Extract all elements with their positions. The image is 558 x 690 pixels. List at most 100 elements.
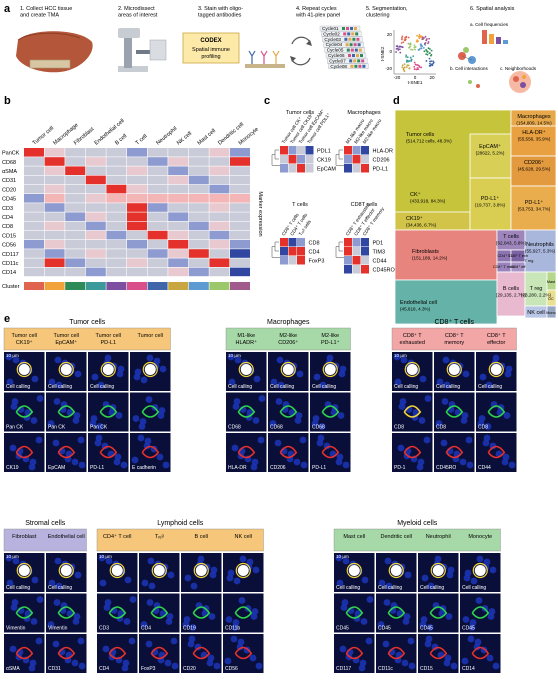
heatmap-cell — [24, 184, 44, 194]
heatmap-cell — [209, 267, 230, 277]
heatmap-cell — [106, 249, 127, 258]
cluster-swatch — [147, 282, 168, 290]
heatmap-cell — [106, 212, 127, 221]
tsne-point — [423, 37, 425, 39]
tsne-point — [400, 45, 402, 48]
panel-a: a 1. Collect HCC tissue and create TMA 2. … — [4, 3, 537, 93]
heatmap-cell — [127, 194, 147, 203]
subcluster-title: Tumor cells — [286, 110, 314, 116]
subcluster-row: CK19 — [317, 158, 331, 164]
tsne-x-label: t-SNE1 — [408, 80, 423, 85]
treemap-tile — [510, 155, 557, 187]
heatmap-cell — [188, 157, 209, 166]
subcluster-cell — [280, 256, 288, 265]
treemap-label: B cells — [503, 286, 519, 292]
stain-label: Cell calling — [462, 585, 486, 591]
stain-label: Cell calling — [378, 585, 402, 591]
subcluster-cell — [305, 155, 314, 164]
row-label: CD14 — [2, 270, 16, 276]
heatmap-column-labels: Tumor cellMacrophageFibroblastEndothelia… — [32, 118, 260, 146]
subcluster-cell — [361, 256, 369, 265]
subcluster-cell — [361, 238, 369, 247]
heatmap-cell — [127, 148, 147, 157]
subcluster-cell — [288, 155, 297, 164]
column-header: B cell — [195, 534, 208, 540]
tsne-point — [411, 48, 414, 51]
subcluster-row: HLA-DR — [373, 149, 394, 155]
codex-line3: profiling — [201, 54, 220, 60]
spatial-a: a. Cell frequencies — [470, 22, 509, 27]
stain-label: Pan CK — [90, 425, 108, 431]
heatmap-cell — [209, 148, 230, 157]
treemap-sublabel: (433,918, 84.3%) — [410, 199, 446, 204]
heatmap-cell — [168, 194, 189, 203]
heatmap-cell — [147, 166, 168, 175]
heatmap-cell — [209, 212, 230, 221]
column-header: Tumor cell PD-L1 — [96, 333, 121, 346]
treemap-tile — [510, 125, 557, 157]
heatmap-cell — [209, 203, 230, 212]
heatmap-cell — [230, 166, 250, 175]
heatmap-cell — [65, 230, 86, 240]
heatmap-cell — [44, 249, 65, 258]
heatmap-cell — [168, 157, 189, 166]
workflow-step-2: 2. Microdissect areas of interest — [118, 6, 158, 19]
heatmap-cell — [65, 184, 86, 194]
stain-label: PD-1 — [394, 465, 406, 471]
tsne-point — [420, 47, 423, 50]
tsne-point — [421, 37, 424, 40]
heatmap-cell — [106, 258, 127, 267]
treemap-label: CD206⁺ — [524, 159, 544, 166]
codex-box: CODEX Spatial immune profiling — [182, 32, 240, 64]
subcluster-row: CD206 — [373, 158, 390, 164]
tsne-point — [405, 54, 408, 57]
heatmap-cell — [230, 157, 250, 166]
tsne-point — [421, 36, 424, 39]
tsne-point — [407, 64, 410, 67]
tsne-point — [402, 69, 405, 71]
row-label: CD8 — [2, 224, 13, 230]
column-header: Mast cell — [343, 534, 365, 540]
subcluster-row: CD4 — [309, 250, 320, 256]
dendrogram — [271, 241, 280, 258]
treemap-label: CD4⁺ T — [498, 254, 512, 258]
heatmap-cell — [24, 203, 44, 212]
row-label: CD11c — [2, 261, 19, 267]
heatmap-cell — [127, 258, 147, 267]
tsne-point — [413, 65, 416, 68]
stain-label: Cell calling — [394, 384, 418, 390]
tsne-point — [417, 40, 419, 42]
heatmap-cell — [188, 148, 209, 157]
cluster-label: Cluster — [2, 284, 20, 290]
heatmap-cell — [65, 203, 86, 212]
tsne-point — [408, 60, 411, 62]
row-label: CD31 — [2, 178, 16, 184]
heatmap-cell — [188, 240, 209, 249]
stain-label: FoxP3 — [141, 666, 156, 672]
subcluster-cell — [344, 247, 352, 256]
heatmap-cell — [106, 157, 127, 166]
heatmap-cell — [188, 184, 209, 194]
tsne-point — [403, 63, 406, 66]
heatmap-cell — [85, 212, 106, 221]
scale-bar-label: 10 μm — [394, 353, 407, 358]
heatmap-cell — [127, 249, 147, 258]
tsne-point — [419, 44, 422, 47]
subcluster-row: CD8 — [309, 241, 320, 247]
stain-label: CD68 — [270, 425, 283, 431]
column-header: Tᵣₑᵍ — [155, 534, 164, 540]
heatmap-cell — [24, 212, 44, 221]
cycle-label: Cycle01 — [322, 26, 339, 31]
tsne-point — [418, 48, 421, 50]
cluster-swatch — [24, 282, 44, 290]
subcluster-title: CD8T cells — [351, 202, 378, 208]
heatmap-cell — [209, 157, 230, 166]
heatmap-cell — [85, 184, 106, 194]
tsne-point — [410, 58, 413, 61]
stain-label: CD14 — [462, 666, 475, 672]
tsne-point — [425, 38, 428, 40]
heatmap-cell — [85, 267, 106, 277]
heatmap-cell — [188, 212, 209, 221]
